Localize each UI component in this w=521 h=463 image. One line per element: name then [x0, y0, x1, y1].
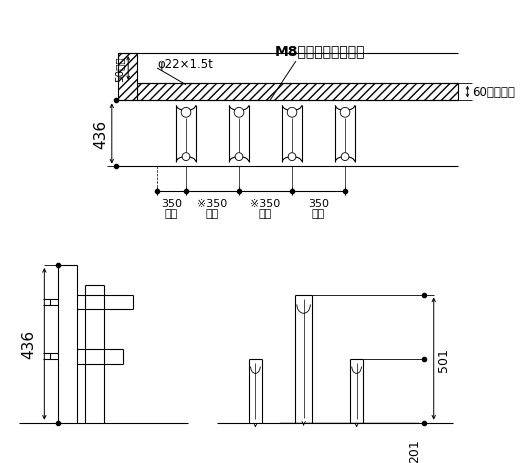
Text: 以上: 以上	[259, 208, 272, 219]
Text: 501: 501	[437, 347, 450, 371]
Circle shape	[340, 108, 350, 118]
Circle shape	[341, 153, 349, 161]
Text: φ22×1.5t: φ22×1.5t	[157, 57, 213, 70]
Circle shape	[235, 153, 243, 161]
Text: ※350: ※350	[251, 199, 281, 208]
Circle shape	[181, 108, 191, 118]
Text: 以上: 以上	[312, 208, 325, 219]
Text: 350: 350	[308, 199, 329, 208]
Text: 以上: 以上	[206, 208, 219, 219]
Circle shape	[288, 153, 296, 161]
Text: M8アンカー（別途）: M8アンカー（別途）	[275, 44, 365, 58]
Bar	[118, 54, 137, 101]
Text: ※350: ※350	[197, 199, 228, 208]
Circle shape	[182, 153, 190, 161]
Text: 以上: 以上	[165, 208, 178, 219]
Text: 201: 201	[408, 438, 420, 462]
Text: 50以上: 50以上	[114, 56, 125, 81]
Circle shape	[287, 108, 297, 118]
Bar	[137, 83, 458, 101]
Text: 436: 436	[22, 330, 36, 359]
Circle shape	[234, 108, 244, 118]
Text: 350: 350	[161, 199, 182, 208]
Text: 436: 436	[93, 119, 108, 149]
Text: 60（内寸）: 60（内寸）	[472, 86, 515, 99]
